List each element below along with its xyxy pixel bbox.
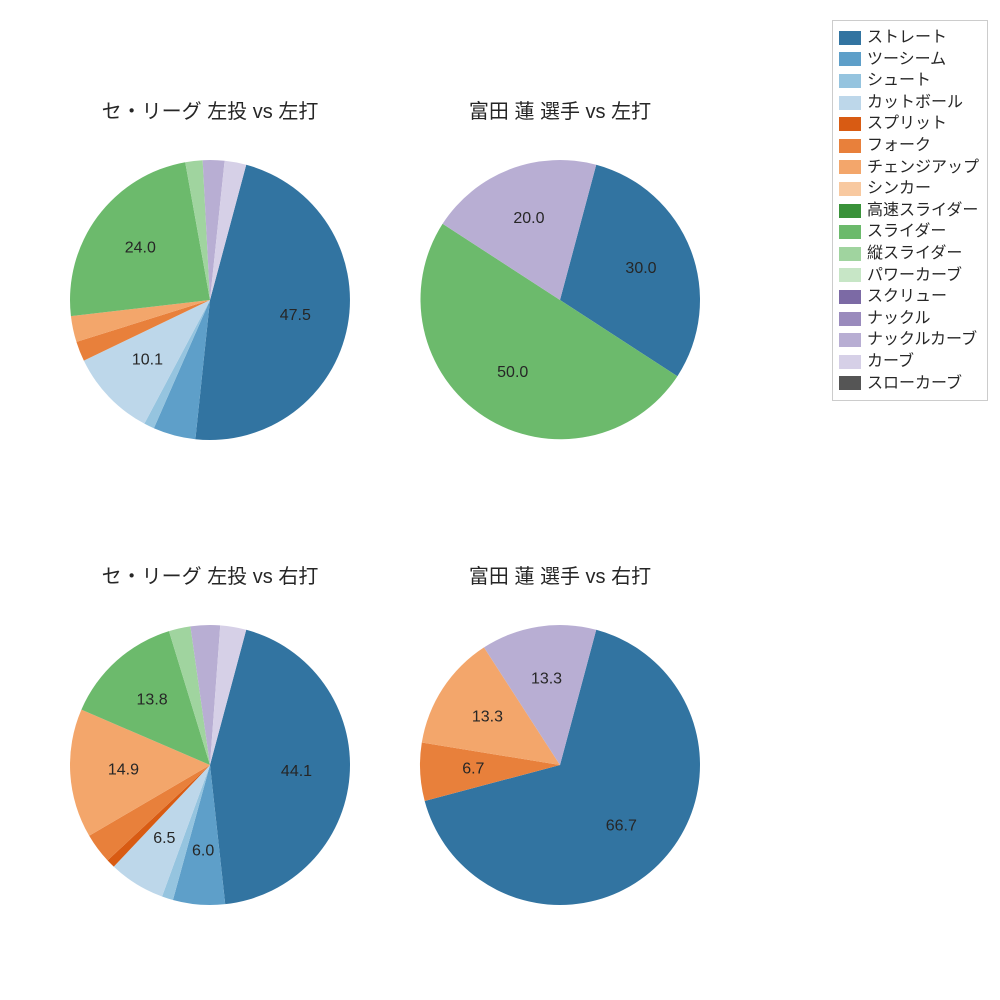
slice-label: 47.5 xyxy=(280,307,311,324)
legend-item: スクリュー xyxy=(839,286,979,308)
legend-label: スクリュー xyxy=(867,286,947,308)
legend-swatch xyxy=(839,139,861,153)
legend-label: 縦スライダー xyxy=(867,243,962,265)
slice-label: 13.3 xyxy=(531,671,562,688)
slice-label: 44.1 xyxy=(281,763,312,780)
slice-label: 6.5 xyxy=(153,830,175,847)
legend-swatch xyxy=(839,52,861,66)
slice-label: 13.8 xyxy=(137,692,168,709)
legend-item: ナックルカーブ xyxy=(839,329,979,351)
figure: セ・リーグ 左投 vs 左打 富田 蓮 選手 vs 左打 セ・リーグ 左投 vs… xyxy=(0,0,1000,1000)
legend-item: ツーシーム xyxy=(839,49,979,71)
pie-chart-tr: 30.0 50.0 20.0 xyxy=(410,140,710,460)
slice-label: 66.7 xyxy=(606,818,637,835)
legend-label: シュート xyxy=(867,70,931,92)
legend-item: シンカー xyxy=(839,178,979,200)
legend-item: スライダー xyxy=(839,221,979,243)
legend-label: ナックル xyxy=(867,308,931,330)
legend-label: カットボール xyxy=(867,92,963,114)
slice-label: 50.0 xyxy=(497,364,528,381)
legend-swatch xyxy=(839,268,861,282)
legend-label: フォーク xyxy=(867,135,931,157)
legend-swatch xyxy=(839,333,861,347)
legend-swatch xyxy=(839,290,861,304)
slice-label: 6.0 xyxy=(192,843,214,860)
legend-item: カットボール xyxy=(839,92,979,114)
legend-item: スプリット xyxy=(839,113,979,135)
legend-label: スライダー xyxy=(867,221,946,243)
legend-swatch xyxy=(839,204,861,218)
legend-item: ストレート xyxy=(839,27,979,49)
legend-swatch xyxy=(839,312,861,326)
slice-label: 10.1 xyxy=(132,351,163,368)
legend-label: カーブ xyxy=(867,351,914,373)
legend-swatch xyxy=(839,74,861,88)
legend-swatch xyxy=(839,355,861,369)
chart-title-bl: セ・リーグ 左投 vs 右打 xyxy=(102,560,319,589)
legend-label: パワーカーブ xyxy=(867,265,962,287)
legend-swatch xyxy=(839,225,861,239)
legend-label: スプリット xyxy=(867,113,947,135)
legend-swatch xyxy=(839,31,861,45)
slice-label: 6.7 xyxy=(462,761,484,778)
legend-swatch xyxy=(839,182,861,196)
pie-chart-bl: 44.1 6.0 6.5 14.9 13.8 xyxy=(60,605,360,925)
legend-swatch xyxy=(839,160,861,174)
legend-item: 縦スライダー xyxy=(839,243,979,265)
legend-label: 高速スライダー xyxy=(867,200,978,222)
legend-item: ナックル xyxy=(839,308,979,330)
legend-item: カーブ xyxy=(839,351,979,373)
slice-label: 30.0 xyxy=(625,260,656,277)
chart-title-tl: セ・リーグ 左投 vs 左打 xyxy=(102,95,319,124)
legend-item: フォーク xyxy=(839,135,979,157)
legend-label: チェンジアップ xyxy=(867,157,979,179)
slice-label: 13.3 xyxy=(472,709,503,726)
pie-chart-br: 66.7 6.7 13.3 13.3 xyxy=(410,605,710,925)
pie-chart-tl: 47.5 10.1 24.0 xyxy=(60,140,360,460)
slice-label: 14.9 xyxy=(108,762,139,779)
legend-item: パワーカーブ xyxy=(839,265,979,287)
slice-label: 24.0 xyxy=(125,239,156,256)
legend-label: スローカーブ xyxy=(867,373,962,395)
legend-swatch xyxy=(839,117,861,131)
legend: ストレートツーシームシュートカットボールスプリットフォークチェンジアップシンカー… xyxy=(832,20,988,401)
legend-item: 高速スライダー xyxy=(839,200,979,222)
legend-label: ツーシーム xyxy=(867,49,946,71)
legend-swatch xyxy=(839,376,861,390)
slice-label: 20.0 xyxy=(513,210,544,227)
legend-label: ナックルカーブ xyxy=(867,329,977,351)
chart-title-br: 富田 蓮 選手 vs 右打 xyxy=(469,560,651,589)
legend-label: ストレート xyxy=(867,27,947,49)
legend-item: スローカーブ xyxy=(839,373,979,395)
chart-title-tr: 富田 蓮 選手 vs 左打 xyxy=(469,95,651,124)
legend-item: チェンジアップ xyxy=(839,157,979,179)
legend-swatch xyxy=(839,96,861,110)
legend-swatch xyxy=(839,247,861,261)
legend-label: シンカー xyxy=(867,178,931,200)
legend-item: シュート xyxy=(839,70,979,92)
